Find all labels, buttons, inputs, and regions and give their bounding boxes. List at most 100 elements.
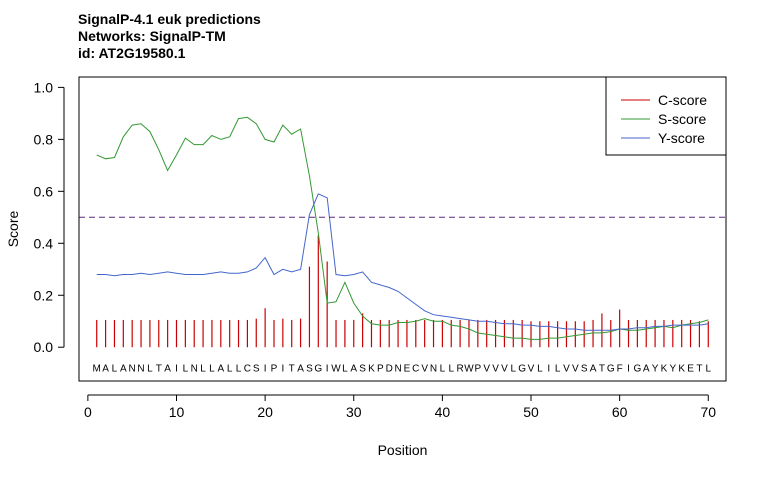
- sequence-letter: I: [627, 363, 630, 374]
- s-score-line: [96, 116, 709, 340]
- x-tick-label: 0: [84, 404, 92, 420]
- y-axis: 0.0 0.2 0.4 0.6 0.8 1.0: [34, 79, 65, 355]
- sequence-letter: A: [102, 363, 109, 374]
- x-tick-label: 20: [257, 404, 273, 420]
- sequence-letter: P: [474, 363, 481, 374]
- sequence-letter: P: [377, 363, 384, 374]
- sequence-letter: I: [281, 363, 284, 374]
- x-tick-label: 10: [169, 404, 185, 420]
- legend-box: [605, 76, 727, 156]
- score-lines: [96, 116, 709, 340]
- x-axis: 0 10 20 30 40 50 60 70: [84, 394, 716, 420]
- sequence-letter: L: [227, 363, 233, 374]
- sequence-letter: E: [404, 363, 411, 374]
- sequence-letter: N: [137, 363, 144, 374]
- sequence-letter: K: [368, 363, 375, 374]
- sequence-letter: I: [264, 363, 267, 374]
- legend-label: S-score: [658, 111, 706, 127]
- y-tick-label: 0.0: [34, 339, 54, 355]
- chart-title-line-3: id: AT2G19580.1: [78, 45, 186, 61]
- sequence-letter: Y: [669, 363, 676, 374]
- sequence-letter: A: [297, 363, 304, 374]
- sequence-letter: A: [590, 363, 597, 374]
- sequence-letter: V: [492, 363, 499, 374]
- sequence-letter: L: [555, 363, 561, 374]
- sequence-letter: T: [289, 363, 295, 374]
- sequence-letter: A: [350, 363, 357, 374]
- sequence-letter: W: [464, 363, 474, 374]
- sequence-letter: V: [483, 363, 490, 374]
- sequence-letter: G: [607, 363, 615, 374]
- sequence-letter: S: [581, 363, 588, 374]
- sequence-letter: W: [331, 363, 341, 374]
- sequence-letter: G: [518, 363, 526, 374]
- sequence-letter: P: [271, 363, 278, 374]
- sequence-letter: N: [129, 363, 136, 374]
- sequence-letter: L: [147, 363, 153, 374]
- chart-title-line-2: Networks: SignalP-TM: [78, 28, 226, 44]
- sequence-letter: N: [191, 363, 198, 374]
- sequence-letter: L: [183, 363, 189, 374]
- sequence-letter: V: [501, 363, 508, 374]
- y-axis-label: Score: [5, 211, 21, 248]
- sequence-letter: L: [236, 363, 242, 374]
- x-tick-label: 40: [435, 404, 451, 420]
- x-tick-label: 60: [612, 404, 628, 420]
- sequence-letter: I: [326, 363, 329, 374]
- sequence-letter: I: [175, 363, 178, 374]
- sequence-letter: V: [528, 363, 535, 374]
- y-score-line: [96, 193, 709, 331]
- y-tick-label: 0.4: [34, 235, 54, 251]
- sequence-letter: C: [244, 363, 251, 374]
- y-tick-label: 0.6: [34, 183, 54, 199]
- sequence-letter: L: [342, 363, 348, 374]
- sequence-letter: L: [511, 363, 517, 374]
- y-tick-label: 0.8: [34, 131, 54, 147]
- sequence-letter: M: [93, 363, 101, 374]
- c-score-bars: [96, 235, 709, 348]
- x-axis-label: Position: [378, 442, 428, 458]
- x-tick-label: 70: [700, 404, 716, 420]
- sequence-letter: L: [200, 363, 206, 374]
- sequence-letter: I: [547, 363, 550, 374]
- sequence-letter: N: [430, 363, 437, 374]
- sequence-letter: S: [253, 363, 260, 374]
- sequence-letter: V: [572, 363, 579, 374]
- sequence-letter: C: [412, 363, 419, 374]
- legend-label: C-score: [658, 92, 707, 108]
- chart-title-line-1: SignalP-4.1 euk predictions: [78, 11, 261, 27]
- sequence-letter: A: [164, 363, 171, 374]
- sequence-letter: A: [643, 363, 650, 374]
- plot-frame: [78, 76, 727, 382]
- sequence-letter: L: [448, 363, 454, 374]
- sequence-letter: G: [633, 363, 641, 374]
- sequence-letter: E: [687, 363, 694, 374]
- sequence-letter: K: [678, 363, 685, 374]
- sequence-letter: D: [386, 363, 393, 374]
- sequence-letter: Y: [652, 363, 659, 374]
- x-tick-label: 30: [346, 404, 362, 420]
- sequence-letter: K: [661, 363, 668, 374]
- sequence-letter: L: [537, 363, 543, 374]
- sequence-letter: F: [617, 363, 623, 374]
- legend-label: Y-score: [658, 130, 705, 146]
- sequence-letter: L: [705, 363, 711, 374]
- sequence-letter: S: [306, 363, 313, 374]
- sequence-letter: L: [112, 363, 118, 374]
- sequence-letter: G: [314, 363, 322, 374]
- sequence-letter: N: [394, 363, 401, 374]
- y-tick-label: 0.2: [34, 287, 54, 303]
- sequence-letter: T: [599, 363, 605, 374]
- sequence-letter: L: [209, 363, 215, 374]
- sequence-letter: A: [217, 363, 224, 374]
- sequence-letter: V: [563, 363, 570, 374]
- sequence-letter: T: [696, 363, 702, 374]
- sequence-letter: T: [156, 363, 162, 374]
- sequence-letter: A: [120, 363, 127, 374]
- legend: C-score S-score Y-score: [605, 76, 727, 156]
- sequence-letter: R: [456, 363, 463, 374]
- sequence-letter: L: [440, 363, 446, 374]
- x-tick-label: 50: [523, 404, 539, 420]
